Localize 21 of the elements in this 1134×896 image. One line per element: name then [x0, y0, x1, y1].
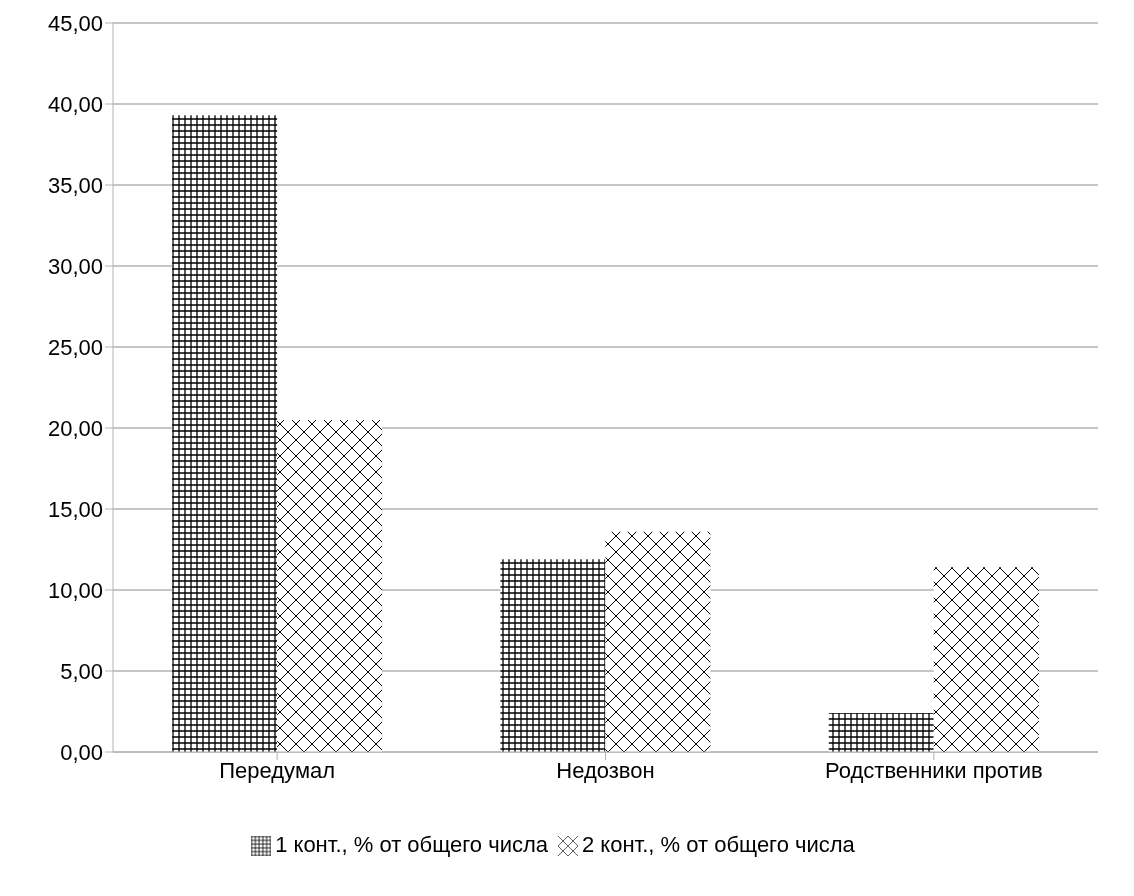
- y-tick-label: 35,00: [47, 172, 103, 198]
- bar: [277, 419, 383, 752]
- bar: [828, 713, 934, 752]
- y-tick-label: 40,00: [47, 91, 103, 117]
- bar: [605, 531, 711, 752]
- x-tick-label: Передумал: [219, 757, 336, 783]
- y-tick-label: 20,00: [47, 415, 103, 441]
- y-tick-label: 25,00: [47, 334, 103, 360]
- bar: [933, 567, 1039, 752]
- x-tick-label: Родственники против: [825, 757, 1043, 783]
- bar: [172, 115, 278, 752]
- y-tick-label: 0,00: [60, 739, 103, 765]
- bar: [500, 559, 606, 752]
- y-tick-label: 45,00: [47, 10, 103, 36]
- y-tick-label: 30,00: [47, 253, 103, 279]
- legend-label: 1 конт., % от общего числа: [275, 832, 548, 857]
- y-tick-label: 5,00: [60, 658, 103, 684]
- legend-label: 2 конт., % от общего числа: [582, 832, 855, 857]
- y-tick-label: 10,00: [47, 577, 103, 603]
- y-tick-label: 15,00: [47, 496, 103, 522]
- x-tick-label: Недозвон: [556, 757, 655, 783]
